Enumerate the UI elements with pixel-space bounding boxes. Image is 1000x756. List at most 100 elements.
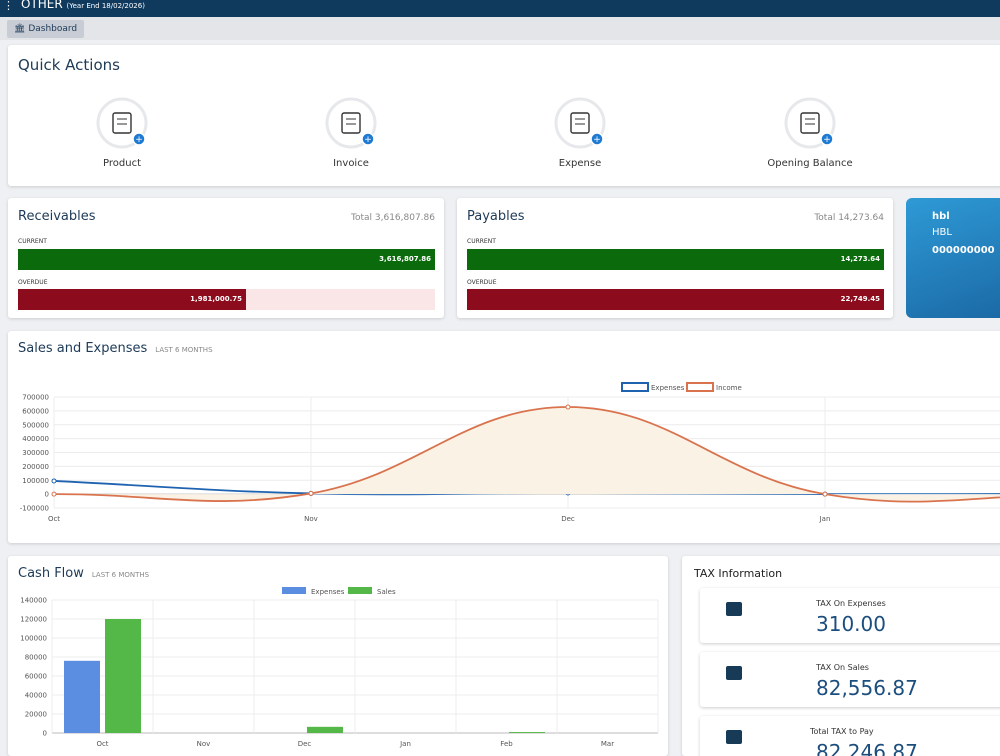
action-label: Invoice bbox=[333, 158, 369, 169]
tax-item: TAX On Expenses 310.00 bbox=[700, 588, 1000, 643]
account-number: 000000000 bbox=[932, 245, 995, 256]
tax-icon bbox=[726, 602, 742, 616]
icon bbox=[800, 112, 820, 134]
y-tick-label: 20000 bbox=[25, 711, 47, 719]
overdue-label: OVERDUE bbox=[18, 279, 48, 286]
menu-icon[interactable]: ⋮ bbox=[3, 0, 14, 12]
action[interactable]: + Opening Balance bbox=[767, 97, 853, 169]
y-tick-label: 80000 bbox=[25, 654, 47, 662]
bar bbox=[509, 732, 545, 733]
y-tick-label: 100000 bbox=[20, 635, 47, 643]
legend-label: Sales bbox=[377, 588, 396, 596]
tax-card: TAX Information TAX On Expenses 310.00 T… bbox=[682, 556, 1000, 756]
bar bbox=[105, 619, 141, 733]
tax-icon bbox=[726, 730, 742, 744]
total: Total 3,616,807.86 bbox=[351, 213, 435, 223]
card-title: Receivables bbox=[18, 209, 96, 224]
point bbox=[51, 491, 57, 497]
card-title: Sales and Expenses LAST 6 MONTHS bbox=[18, 341, 213, 356]
bar bbox=[64, 660, 100, 733]
current-label: CURRENT bbox=[467, 238, 496, 245]
legend-swatch bbox=[282, 587, 306, 594]
bank-code: hbl bbox=[932, 211, 950, 222]
x-tick-label: Oct bbox=[96, 740, 108, 748]
x-tick-label: Feb bbox=[500, 740, 513, 748]
tax-item: Total TAX to Pay 82,246.87 bbox=[700, 716, 1000, 756]
tax-item: TAX On Sales 82,556.87 bbox=[700, 652, 1000, 707]
current-label: CURRENT bbox=[18, 238, 47, 245]
sales-expenses-card: Sales and Expenses LAST 6 MONTHS -100000 0… bbox=[8, 331, 1000, 543]
total: Total 14,273.64 bbox=[814, 213, 884, 223]
overdue-value: 22,749.45 bbox=[840, 295, 880, 303]
plus-badge bbox=[132, 132, 146, 146]
icon bbox=[112, 112, 132, 134]
dashboard-button[interactable]: 🏛 Dashboard bbox=[7, 20, 84, 38]
chart-subtitle: LAST 6 MONTHS bbox=[91, 571, 150, 579]
action-label: Expense bbox=[559, 158, 601, 169]
cash-flow-card: Cash Flow LAST 6 MONTHS 0 20000 40000 60000 8… bbox=[8, 556, 668, 756]
tax-value: 82,556.87 bbox=[816, 676, 918, 700]
current-bar: 3,616,807.86 bbox=[18, 249, 435, 270]
x-tick-label: Nov bbox=[304, 515, 318, 523]
line-chart: -100000 0 100000 200000 300000 400000 500000 60… bbox=[20, 382, 1000, 523]
overdue-bar: 1,981,000.75 bbox=[18, 289, 246, 310]
plus: + bbox=[593, 135, 601, 145]
bank-name: HBL bbox=[932, 227, 952, 238]
x-tick-label: Dec bbox=[298, 740, 312, 748]
overdue-track: 1,981,000.75 bbox=[18, 289, 435, 310]
bar-chart: 0 20000 40000 60000 80000 100000 120000 140000 O… bbox=[20, 587, 659, 748]
x-tick-label: Nov bbox=[197, 740, 211, 748]
x-tick-label: Mar bbox=[601, 740, 614, 748]
action[interactable]: + Expense bbox=[554, 97, 606, 169]
tax-label: TAX On Sales bbox=[816, 663, 869, 672]
tax-value: 310.00 bbox=[816, 612, 886, 636]
card-title: Quick Actions bbox=[18, 56, 120, 74]
y-tick-label: 120000 bbox=[20, 616, 47, 624]
action-label: Opening Balance bbox=[767, 158, 852, 169]
y-tick-label: 40000 bbox=[25, 692, 47, 700]
point bbox=[822, 491, 828, 497]
y-tick-label: 140000 bbox=[20, 597, 47, 605]
chart-title: Cash Flow bbox=[18, 566, 84, 581]
legend-label: Expenses bbox=[651, 384, 685, 392]
y-tick-label: 600000 bbox=[22, 407, 49, 415]
y-tick-label: 100000 bbox=[22, 477, 49, 485]
overdue-label: OVERDUE bbox=[467, 279, 497, 286]
bank-icon: 🏛 bbox=[14, 24, 26, 34]
y-tick-label: 700000 bbox=[22, 394, 49, 402]
quick-actions: + Product + Invoice + Expense + Opening Balance bbox=[96, 97, 853, 169]
current-value: 3,616,807.86 bbox=[379, 255, 431, 263]
y-tick-label: 500000 bbox=[22, 421, 49, 429]
x-tick-label: Dec bbox=[561, 515, 575, 523]
icon bbox=[341, 112, 361, 134]
legend-swatch bbox=[686, 382, 714, 392]
year-end: (Year End 18/02/2026) bbox=[66, 2, 145, 10]
action-label: Product bbox=[103, 158, 141, 169]
plus-badge bbox=[820, 132, 834, 146]
x-tick-label: Jan bbox=[819, 515, 831, 523]
breadcrumb-bar: 🏛 Dashboard bbox=[0, 17, 1000, 40]
y-tick-label: 300000 bbox=[22, 449, 49, 457]
y-tick-label: -100000 bbox=[20, 505, 49, 513]
action[interactable]: + Product bbox=[96, 97, 148, 169]
legend-swatch bbox=[348, 587, 372, 594]
y-tick-label: 60000 bbox=[25, 673, 47, 681]
chart-title: Sales and Expenses bbox=[18, 341, 148, 356]
legend-label: Income bbox=[716, 384, 742, 392]
plus-badge bbox=[361, 132, 375, 146]
quick-actions-card: Quick Actions + Product + Invoice + Expense + O… bbox=[8, 45, 1000, 186]
area bbox=[54, 406, 1000, 502]
legend-swatch bbox=[621, 382, 649, 392]
plus-badge bbox=[590, 132, 604, 146]
legend-label: Expenses bbox=[311, 588, 345, 596]
point bbox=[565, 404, 571, 410]
chart-subtitle: LAST 6 MONTHS bbox=[155, 346, 213, 354]
x-tick-label: Oct bbox=[48, 515, 60, 523]
y-tick-label: 0 bbox=[43, 730, 47, 738]
bank-card[interactable]: hbl HBL 000000000 bbox=[906, 198, 1000, 318]
breadcrumb-label: Dashboard bbox=[28, 24, 78, 34]
tax-icon bbox=[726, 666, 742, 680]
action[interactable]: + Invoice bbox=[325, 97, 377, 169]
tax-label: TAX On Expenses bbox=[816, 599, 886, 608]
